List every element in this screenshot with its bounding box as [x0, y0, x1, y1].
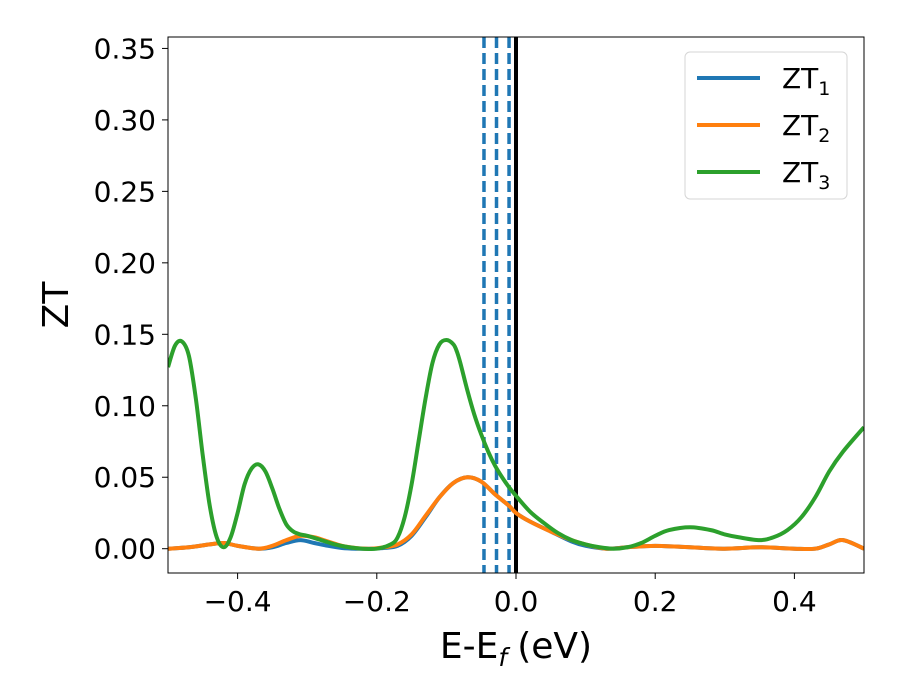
x-tick-label: 0.4 — [772, 585, 817, 618]
y-tick-label: 0.00 — [94, 533, 156, 566]
reference-lines — [482, 37, 518, 573]
legend-label-zt1: ZT1 — [782, 62, 830, 100]
legend-box — [684, 51, 848, 200]
legend-label-zt3: ZT3 — [782, 156, 830, 194]
x-tick-label: 0.2 — [633, 585, 678, 618]
y-tick-label: 0.25 — [94, 175, 156, 208]
x-axis-label-unit: (eV) — [517, 626, 592, 667]
x-tick-label: −0.2 — [343, 585, 411, 618]
x-tick-label: 0.0 — [494, 585, 539, 618]
y-tick-label: 0.20 — [94, 247, 156, 280]
y-axis: 0.00 0.05 0.10 0.15 0.20 0.25 0.30 0.35 — [94, 32, 168, 566]
y-tick-label: 0.10 — [94, 390, 156, 423]
y-tick-label: 0.05 — [94, 461, 156, 494]
x-tick-label: −0.4 — [204, 585, 272, 618]
y-tick-label: 0.15 — [94, 318, 156, 351]
series-layer — [168, 338, 864, 552]
y-axis-label: ZT — [36, 281, 77, 329]
x-axis: −0.4 −0.2 0.0 0.2 0.4 — [204, 573, 817, 618]
legend: ZT1 ZT2 ZT3 — [684, 51, 848, 200]
x-axis-label-main: E-E — [440, 626, 498, 667]
y-tick-label: 0.30 — [94, 104, 156, 137]
y-tick-label: 0.35 — [94, 32, 156, 65]
x-axis-label: E-Ef (eV) — [440, 626, 592, 672]
series-line-zt2 — [168, 475, 864, 552]
x-axis-label-sub: f — [498, 643, 510, 672]
series-line-zt3 — [168, 338, 864, 552]
legend-label-zt2: ZT2 — [782, 109, 830, 147]
